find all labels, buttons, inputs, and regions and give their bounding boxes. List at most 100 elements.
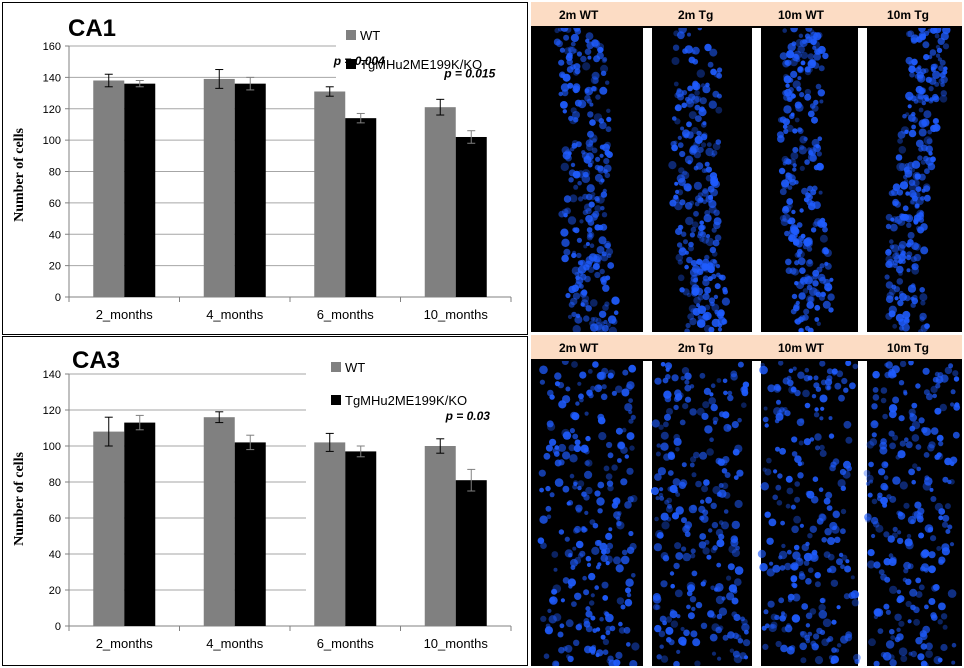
nucleus bbox=[709, 172, 718, 180]
nucleus bbox=[790, 224, 798, 233]
nucleus bbox=[603, 164, 612, 173]
nucleus bbox=[611, 296, 620, 305]
nucleus bbox=[802, 389, 810, 398]
nucleus bbox=[723, 509, 729, 514]
nucleus bbox=[899, 361, 907, 368]
nucleus bbox=[582, 169, 591, 178]
nucleus bbox=[723, 423, 732, 432]
nucleus bbox=[692, 58, 699, 65]
nucleus bbox=[608, 326, 617, 332]
nucleus bbox=[779, 447, 786, 455]
nucleus bbox=[814, 656, 824, 665]
nucleus bbox=[878, 468, 886, 476]
nucleus bbox=[885, 361, 893, 369]
nucleus bbox=[775, 484, 782, 491]
nucleus bbox=[797, 253, 801, 258]
nucleus bbox=[787, 185, 793, 190]
nucleus bbox=[923, 452, 930, 458]
nucleus bbox=[594, 271, 601, 279]
nucleus bbox=[779, 188, 787, 196]
nucleus bbox=[717, 67, 723, 73]
nucleus bbox=[759, 563, 768, 572]
nucleus bbox=[701, 314, 709, 322]
nucleus bbox=[600, 276, 606, 283]
nucleus bbox=[592, 263, 600, 270]
nucleus bbox=[573, 28, 581, 32]
nucleus bbox=[918, 417, 925, 424]
nucleus bbox=[907, 104, 912, 109]
nucleus bbox=[774, 614, 780, 621]
nucleus bbox=[798, 146, 807, 155]
nucleus bbox=[888, 430, 895, 437]
nucleus bbox=[608, 659, 616, 666]
nucleus bbox=[942, 624, 948, 630]
nucleus bbox=[567, 82, 574, 89]
nucleus bbox=[694, 201, 700, 207]
nucleus bbox=[949, 542, 955, 547]
nucleus bbox=[935, 375, 944, 384]
nucleus bbox=[805, 612, 813, 620]
nucleus bbox=[732, 650, 740, 658]
nucleus bbox=[797, 472, 804, 479]
nucleus bbox=[690, 260, 698, 267]
nucleus bbox=[901, 250, 906, 256]
nucleus bbox=[573, 481, 578, 486]
nucleus bbox=[604, 611, 610, 617]
nucleus bbox=[606, 542, 614, 550]
nucleus bbox=[695, 115, 702, 122]
nucleus bbox=[898, 271, 903, 276]
nucleus bbox=[897, 131, 906, 139]
nucleus bbox=[596, 51, 604, 60]
nucleus bbox=[792, 366, 797, 371]
nucleus bbox=[903, 318, 910, 324]
nucleus bbox=[877, 628, 884, 634]
nucleus bbox=[926, 138, 933, 145]
nucleus bbox=[592, 316, 599, 323]
nucleus bbox=[562, 485, 570, 493]
nucleus bbox=[551, 551, 559, 558]
nucleus bbox=[837, 479, 846, 488]
nucleus bbox=[731, 611, 738, 618]
nucleus bbox=[690, 145, 699, 153]
nucleus bbox=[603, 158, 610, 165]
y-tick-label: 120 bbox=[43, 104, 61, 116]
nucleus bbox=[826, 637, 831, 643]
nucleus bbox=[674, 542, 682, 550]
nucleus bbox=[899, 181, 909, 190]
nucleus bbox=[558, 529, 565, 535]
nucleus bbox=[659, 496, 665, 501]
nucleus bbox=[716, 311, 724, 319]
nucleus bbox=[889, 244, 895, 249]
nucleus bbox=[794, 496, 801, 503]
nucleus bbox=[697, 192, 703, 198]
nucleus bbox=[603, 610, 608, 616]
nucleus bbox=[942, 514, 950, 522]
nucleus bbox=[589, 160, 594, 165]
nucleus bbox=[801, 187, 809, 195]
y-tick-label: 20 bbox=[49, 585, 61, 597]
nucleus bbox=[930, 63, 937, 70]
nucleus bbox=[591, 71, 600, 80]
nucleus bbox=[790, 152, 799, 160]
y-axis-label: Number of cells bbox=[12, 128, 27, 222]
bottom-image-header: 2m WT 2m Tg 10m WT 10m Tg bbox=[531, 335, 962, 361]
nucleus bbox=[830, 579, 839, 587]
nucleus bbox=[799, 208, 804, 213]
nucleus bbox=[908, 179, 916, 186]
nucleus bbox=[834, 536, 841, 543]
nucleus bbox=[826, 375, 833, 382]
nucleus bbox=[908, 651, 913, 656]
nucleus bbox=[600, 393, 608, 401]
nucleus bbox=[906, 533, 912, 539]
nucleus bbox=[571, 252, 577, 259]
nucleus bbox=[570, 41, 576, 47]
nucleus bbox=[704, 425, 713, 434]
nucleus bbox=[845, 436, 853, 444]
nucleus bbox=[558, 459, 565, 466]
nucleus bbox=[586, 562, 592, 567]
nucleus bbox=[702, 199, 707, 205]
nucleus bbox=[792, 128, 798, 134]
nucleus bbox=[838, 552, 844, 558]
nucleus bbox=[582, 575, 587, 581]
nucleus bbox=[940, 32, 949, 41]
